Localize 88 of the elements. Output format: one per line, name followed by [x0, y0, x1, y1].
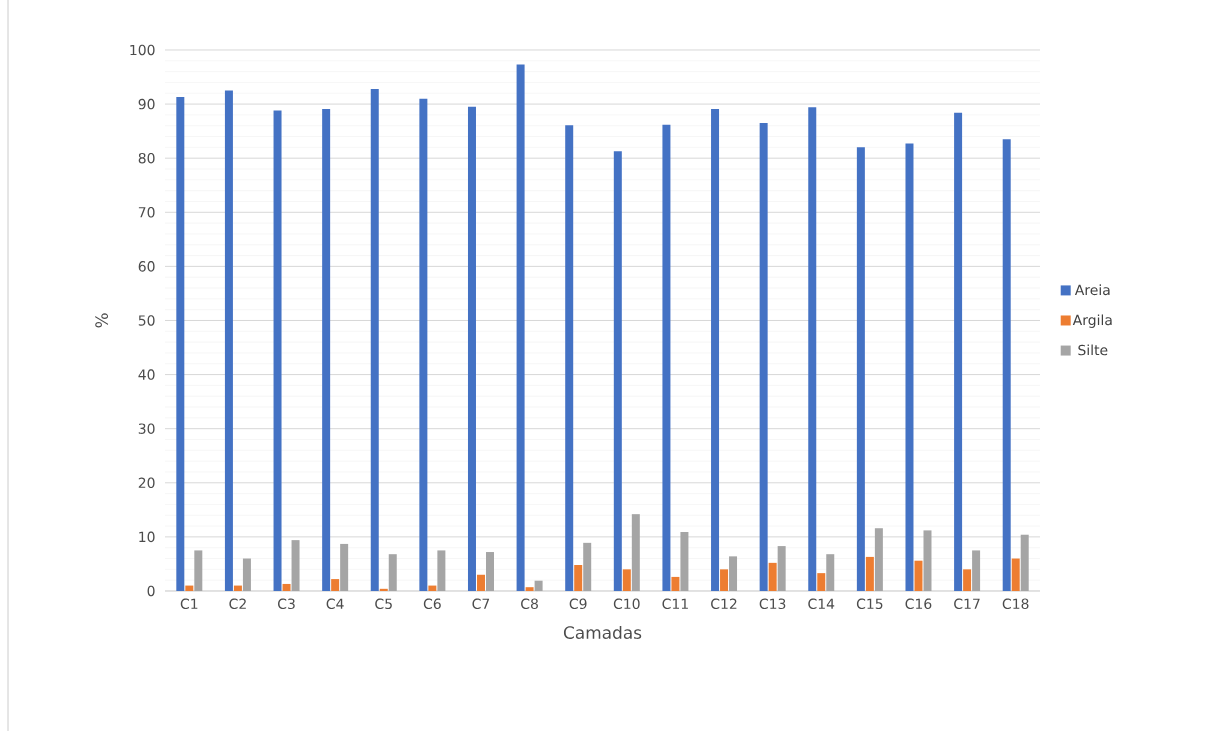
x-tick-label: C1: [180, 598, 198, 610]
x-tick-label: C7: [472, 598, 490, 610]
bar: [720, 569, 729, 591]
bar: [729, 556, 738, 591]
bar: [176, 97, 185, 591]
x-tick-label: C13: [759, 598, 786, 610]
y-tick-label: 80: [138, 152, 155, 164]
bar: [865, 556, 874, 591]
bar: [972, 550, 981, 591]
bar: [224, 90, 233, 591]
x-tick-label: C8: [521, 598, 538, 610]
bar: [485, 552, 494, 591]
bar: [808, 107, 817, 591]
x-tick-label: C11: [662, 598, 688, 610]
legend-label: Areia: [1074, 284, 1110, 296]
bar: [777, 546, 786, 591]
x-tick-label: C5: [375, 598, 392, 610]
y-tick-label: 0: [147, 585, 155, 597]
bar: [711, 108, 720, 591]
y-axis-title: %: [95, 313, 109, 328]
bar: [613, 151, 622, 591]
bar: [467, 106, 476, 591]
bar: [622, 569, 631, 591]
bar: [525, 587, 534, 591]
bar: [273, 110, 282, 591]
bar: [379, 588, 388, 591]
y-tick-label: 100: [130, 44, 155, 56]
y-tick-label: 40: [138, 369, 155, 380]
y-tick-label: 70: [138, 207, 155, 218]
x-tick-label: C12: [711, 598, 737, 610]
bar: [963, 569, 972, 591]
bar: [759, 123, 768, 591]
bar: [631, 514, 640, 591]
legend-label: Argila: [1072, 314, 1112, 328]
bar: [340, 543, 349, 591]
bar: [905, 143, 914, 591]
x-tick-label: C4: [326, 598, 344, 610]
x-tick-label: C15: [856, 598, 883, 610]
x-tick-label: C10: [613, 598, 640, 610]
bar: [388, 554, 397, 591]
bar: [954, 112, 963, 591]
x-tick-label: C6: [423, 598, 441, 610]
bar: [185, 585, 194, 591]
bar: [419, 98, 428, 591]
bar: [476, 574, 485, 591]
bar: [194, 550, 203, 591]
bar: [923, 530, 932, 591]
bar: [671, 576, 680, 591]
bar: [282, 583, 291, 591]
bar: [583, 542, 592, 591]
bar: [662, 124, 671, 591]
bar: [516, 64, 525, 591]
bar: [322, 108, 331, 591]
bar: [565, 125, 574, 591]
x-tick-label: C18: [1002, 598, 1029, 610]
bar: [817, 573, 826, 591]
bar: [534, 580, 543, 591]
bar: [242, 558, 251, 591]
x-tick-label: C14: [808, 598, 835, 610]
y-tick-label: 90: [138, 98, 155, 110]
bar: [1002, 139, 1011, 591]
bar: [874, 528, 883, 591]
bar: [1020, 534, 1029, 591]
bar: [574, 565, 583, 591]
bar: [331, 579, 340, 591]
y-tick-label: 60: [138, 261, 155, 272]
x-tick-label: C17: [954, 598, 980, 610]
bar: [437, 550, 446, 591]
y-tick-label: 10: [139, 531, 155, 543]
bar: [428, 585, 437, 591]
bar: [680, 532, 689, 591]
y-tick-label: 50: [138, 315, 155, 326]
legend-label: Silte: [1078, 344, 1108, 356]
bar: [370, 88, 379, 591]
x-tick-label: C3: [278, 598, 295, 610]
bar: [856, 147, 865, 591]
bar: [1011, 558, 1020, 591]
bar: [768, 562, 777, 591]
bar: [291, 540, 300, 591]
bar: [826, 554, 835, 591]
bar: [914, 560, 923, 591]
bar: [233, 585, 242, 591]
y-tick-label: 30: [138, 423, 155, 434]
x-tick-label: C2: [229, 598, 246, 610]
x-tick-label: C9: [569, 598, 587, 610]
x-axis-title: Camadas: [563, 625, 642, 639]
y-tick-label: 20: [138, 477, 155, 489]
x-tick-label: C16: [905, 598, 932, 610]
